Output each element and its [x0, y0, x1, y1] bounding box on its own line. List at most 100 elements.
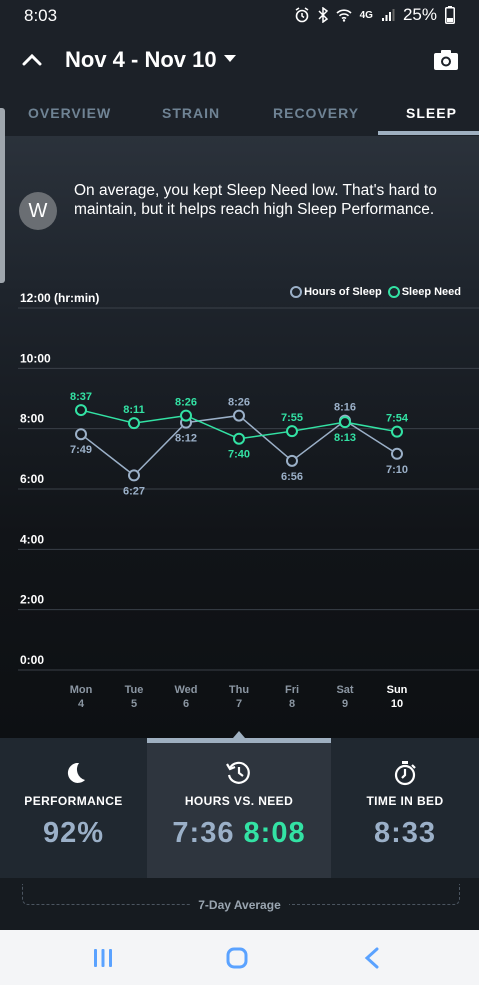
android-nav-bar [0, 930, 479, 985]
hours-data-label: 8:12 [175, 433, 197, 445]
y-tick-label: 4:00 [20, 532, 44, 546]
legend-need: Sleep Need [387, 286, 461, 299]
x-tick-date: 8 [289, 698, 295, 710]
need-data-label: 7:55 [281, 412, 303, 424]
tab-recovery[interactable]: RECOVERY [273, 105, 360, 121]
alarm-icon [295, 7, 309, 23]
legend-hours: Hours of Sleep [290, 286, 382, 299]
y-axis-label: 12:00 (hr:min) [20, 291, 99, 305]
hours-point [233, 409, 245, 422]
clock-refresh-icon [226, 761, 250, 784]
performance-card[interactable]: PERFORMANCE 92% [0, 738, 147, 878]
need-point [233, 432, 245, 445]
hours-legend-dot [290, 286, 303, 299]
hours-point [128, 469, 140, 482]
date-range-selector[interactable]: Nov 4 - Nov 10 [65, 47, 217, 72]
stopwatch-icon [394, 761, 416, 786]
need-legend-dot [387, 286, 400, 299]
y-tick-label: 2:00 [20, 593, 44, 607]
hours-data-label: 7:10 [386, 464, 408, 476]
need-point [391, 425, 403, 438]
coach-avatar: W [19, 192, 57, 230]
battery-percent: 25% [402, 5, 437, 24]
hours-data-label: 8:26 [228, 397, 250, 409]
hours-data-label: 7:49 [70, 444, 92, 456]
hours-point [286, 454, 298, 467]
back-icon[interactable] [362, 947, 382, 969]
x-tick-date: 6 [183, 698, 189, 710]
tab-sleep[interactable]: SLEEP [406, 105, 457, 121]
need-data-label: 8:13 [334, 432, 356, 444]
coach-message: On average, you kept Sleep Need low. Tha… [74, 182, 437, 218]
need-point [180, 409, 192, 422]
need-point [128, 417, 140, 430]
tab-strain[interactable]: STRAIN [162, 105, 221, 121]
battery-icon [445, 6, 455, 24]
time-in-bed-card[interactable]: TIME IN BED 8:33 [331, 738, 479, 878]
recent-apps-icon[interactable] [92, 948, 114, 968]
y-tick-label: 6:00 [20, 472, 44, 486]
hours-vs-need-card[interactable]: HOURS VS. NEED 7:36 8:08 [147, 738, 331, 878]
tab-bar: OVERVIEW STRAIN RECOVERY SLEEP [0, 90, 479, 136]
moon-icon [67, 762, 85, 783]
performance-value: 92% [42, 817, 105, 849]
hours-point [75, 428, 87, 441]
y-tick-label: 8:00 [20, 412, 44, 426]
need-data-label: 8:11 [123, 404, 144, 416]
status-bar: 8:03 4G 25% [0, 0, 479, 32]
scroll-edge [0, 108, 5, 283]
hours-vs-need-label: HOURS VS. NEED [184, 794, 294, 808]
sleep-chart: 0:00 2:00 4:00 6:00 8:00 10:00 12:00 (hr:min) M… [18, 291, 479, 710]
x-tick-date: 9 [342, 698, 348, 710]
performance-label: PERFORMANCE [24, 794, 123, 808]
wifi-icon [336, 9, 352, 22]
x-tick-day: Wed [174, 684, 197, 696]
hours-data-label: 6:27 [123, 485, 145, 497]
x-tick-day: Mon [70, 684, 93, 696]
selected-card-indicator [147, 738, 331, 743]
chart-legend: Hours of Sleep Sleep Need [290, 286, 461, 299]
legend-hours-label: Hours of Sleep [304, 286, 382, 298]
x-tick-day: Tue [125, 684, 144, 696]
legend-need-label: Sleep Need [401, 286, 461, 298]
y-tick-label: 10:00 [20, 351, 51, 365]
x-tick-day: Sun [387, 684, 408, 696]
need-data-label: 8:26 [175, 397, 197, 409]
need-point [339, 416, 351, 429]
avg-hours-value: 7:36 [172, 817, 235, 849]
active-tab-indicator [378, 131, 479, 135]
x-tick-day: Thu [229, 684, 249, 696]
need-point [286, 425, 298, 438]
hours-data-label: 6:56 [281, 471, 303, 483]
network-type: 4G [359, 9, 373, 21]
time-in-bed-label: TIME IN BED [366, 794, 444, 808]
hours-point [391, 447, 403, 460]
signal-icon [381, 9, 395, 21]
app-header: Nov 4 - Nov 10 [0, 32, 479, 90]
chevron-up-icon[interactable] [22, 50, 42, 70]
need-data-label: 8:37 [70, 391, 92, 403]
need-point [75, 404, 87, 417]
camera-icon[interactable] [433, 49, 459, 71]
status-time: 8:03 [24, 6, 58, 25]
tab-overview[interactable]: OVERVIEW [28, 105, 112, 121]
need-data-label: 7:54 [386, 413, 409, 425]
x-tick-date: 10 [391, 698, 403, 710]
chevron-down-icon[interactable] [224, 55, 236, 62]
x-tick-day: Sat [336, 684, 353, 696]
x-tick-day: Fri [285, 684, 299, 696]
need-data-label: 7:40 [228, 449, 250, 461]
summary-panel: PERFORMANCE 92% HOURS VS. NEED 7:36 8:08… [0, 731, 479, 878]
hours-data-label: 8:16 [334, 402, 356, 414]
avg-need-value: 8:08 [243, 817, 306, 849]
y-tick-label: 0:00 [20, 653, 44, 667]
average-footer: 7-Day Average [0, 878, 479, 930]
selected-day-pointer [233, 731, 245, 738]
x-tick-date: 4 [78, 698, 85, 710]
x-tick-date: 7 [236, 698, 242, 710]
home-icon[interactable] [225, 947, 249, 969]
bluetooth-icon [318, 7, 328, 23]
hours-vs-need-values: 7:36 8:08 [147, 817, 331, 850]
time-in-bed-value: 8:33 [373, 817, 437, 849]
x-tick-date: 5 [131, 698, 137, 710]
